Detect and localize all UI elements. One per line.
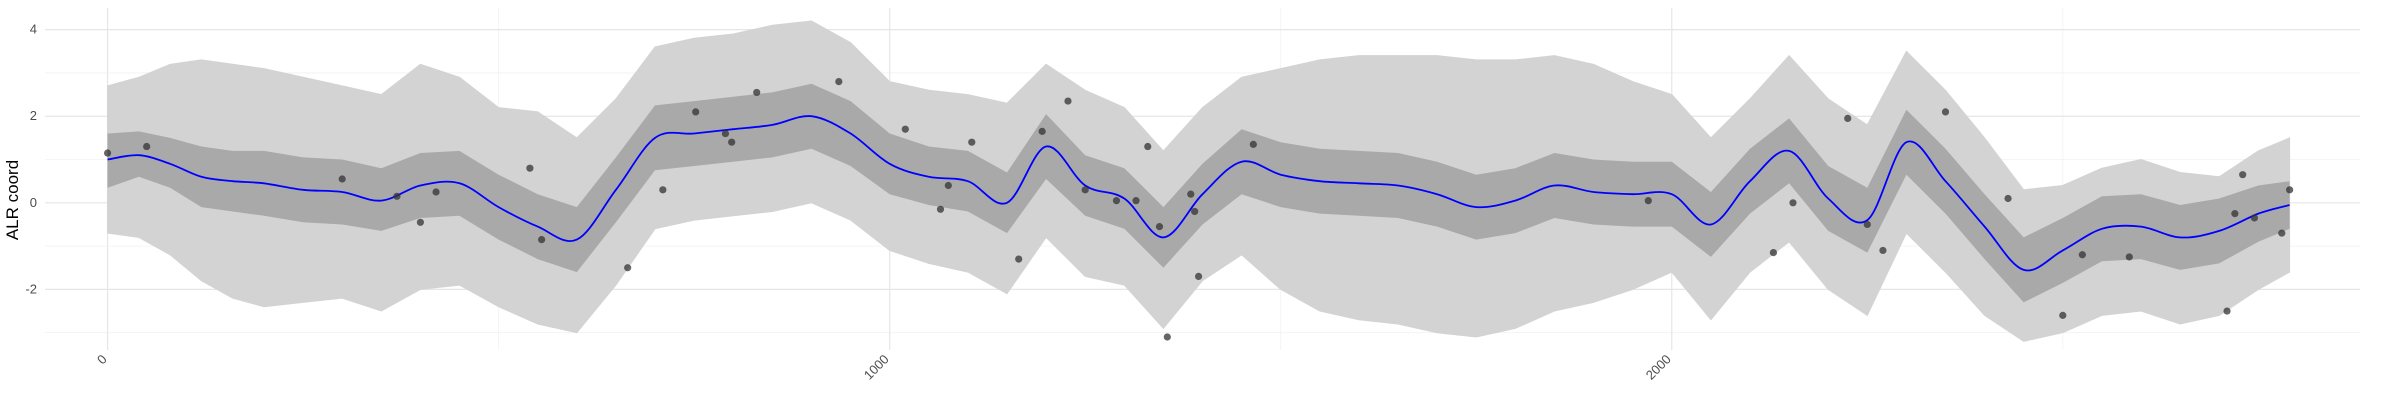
x-tick-label: 0 [94,352,110,368]
points-group [103,77,2294,341]
data-point [2250,214,2259,222]
data-point [393,192,401,200]
x-tick-label: 2000 [1643,352,1674,383]
data-point [2078,251,2086,259]
data-point [968,138,976,146]
mean-line-group [107,115,2290,272]
data-point [1249,140,1257,148]
data-point [2286,186,2294,194]
mean-line [107,115,2290,272]
data-point [103,149,112,157]
data-point [2231,210,2239,218]
data-point [1163,333,1171,341]
data-point [901,125,909,133]
data-point [2125,253,2133,261]
data-point [944,181,952,190]
data-point [1015,255,1023,263]
data-point [1769,248,1778,257]
data-point [1038,127,1046,135]
y-tick-labels: -2 0 2 4 [25,22,37,297]
data-point [728,138,736,146]
y-tick-label: 2 [30,108,37,123]
data-point [624,264,632,272]
data-point [692,108,700,116]
y-tick-label: -2 [25,281,37,296]
data-point [432,188,440,196]
x-tick-label: 1000 [861,352,892,383]
data-point [1879,246,1887,255]
data-point [1941,108,1950,116]
y-tick-label: 0 [30,195,37,210]
y-tick-label: 4 [30,22,37,37]
data-point [1863,220,1871,229]
data-point [1187,190,1195,198]
data-point [1789,199,1797,207]
data-point [1155,223,1164,231]
data-point [936,205,945,213]
data-point [1081,186,1089,194]
data-point [538,236,546,244]
data-point [1644,197,1652,205]
x-tick-labels: 0 1000 2000 [94,352,1674,383]
data-point [143,142,151,151]
data-point [753,88,761,97]
data-point [2278,229,2286,237]
data-point [416,218,425,226]
data-point [1132,197,1140,205]
data-point [2239,171,2247,179]
data-point [1844,114,1852,122]
y-axis-title: ALR coord [3,160,22,240]
data-point [1194,272,1203,281]
data-point [659,186,667,194]
data-point [721,129,730,138]
data-point [526,164,534,172]
data-point [1191,207,1199,216]
data-point [1112,197,1121,205]
data-point [1064,97,1072,105]
data-point [2004,194,2012,203]
data-point [338,175,346,183]
data-point [1144,142,1152,151]
data-point [835,77,843,86]
data-point [2223,307,2231,315]
bands [107,20,2291,342]
data-point [2059,311,2067,319]
